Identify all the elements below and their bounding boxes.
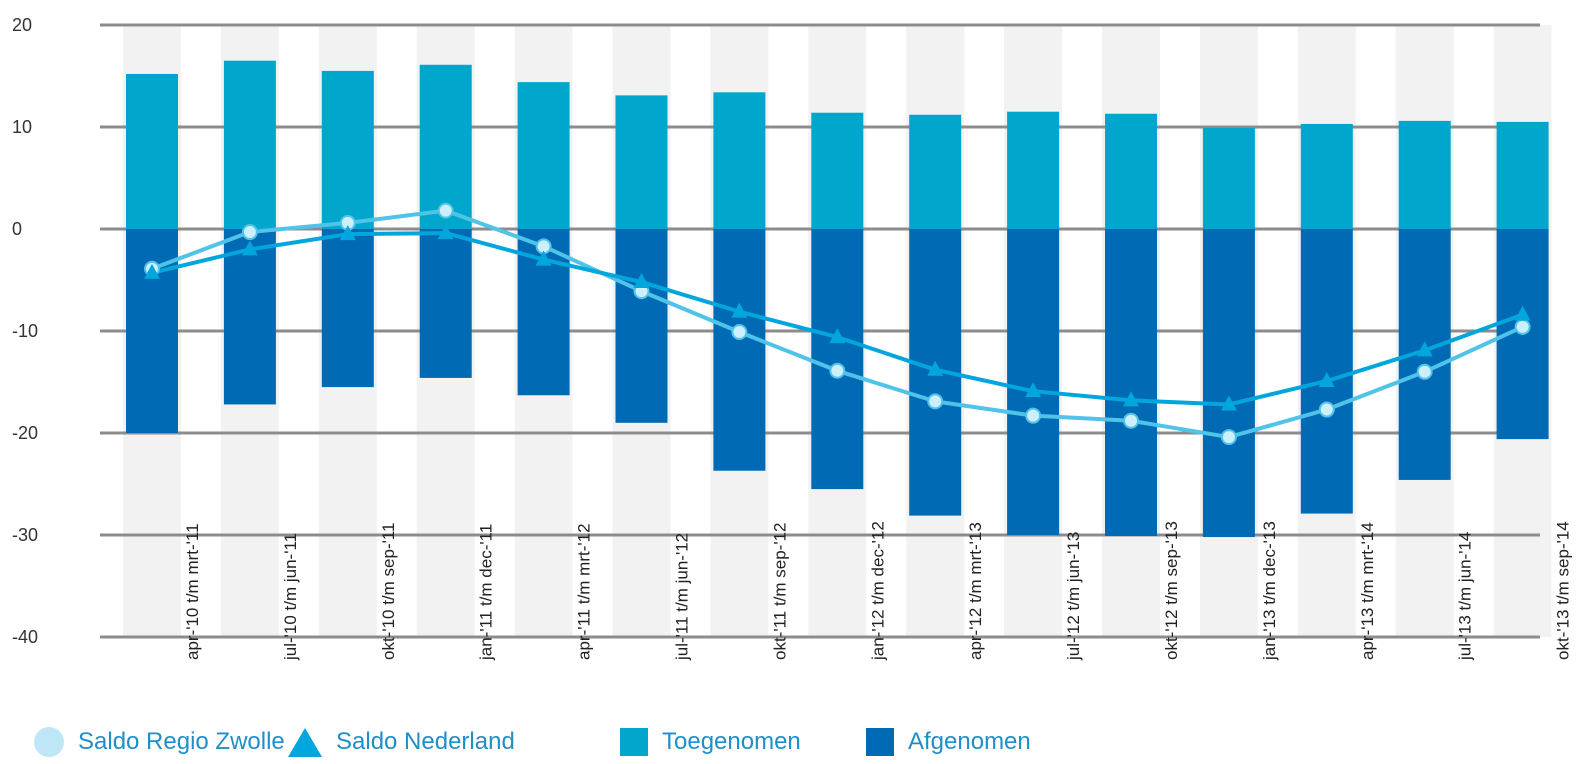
legend-item-toegenomen: Toegenomen (620, 722, 801, 762)
data-point-triangle (927, 360, 944, 376)
legend: Saldo Regio Zwolle Saldo Nederland Toege… (0, 722, 1591, 764)
bar-afgenomen (615, 229, 668, 423)
bar-toegenomen (1300, 123, 1353, 229)
bar-afgenomen (1105, 229, 1157, 537)
bar-toegenomen (1105, 113, 1157, 229)
x-category-label: okt-'10 t/m sep-'11 (379, 522, 398, 660)
bar-toegenomen (517, 82, 570, 230)
bar-afgenomen (223, 229, 276, 405)
bar-toegenomen (321, 70, 374, 230)
data-point-triangle (1025, 382, 1042, 398)
legend-item-saldo-regio-zwolle: Saldo Regio Zwolle (34, 722, 285, 762)
bar-toegenomen (1398, 120, 1451, 229)
x-category-label: jul-'10 t/m jun-'11 (281, 533, 300, 661)
data-point-triangle (1416, 341, 1433, 357)
bar-afgenomen (1202, 229, 1255, 538)
data-point-circle (1318, 401, 1335, 418)
y-tick-label: -40 (12, 627, 38, 647)
bar-afgenomen (811, 229, 864, 490)
data-point-triangle (241, 240, 258, 256)
data-point-triangle (829, 328, 846, 344)
x-category-label: jul-'11 t/m jun-'12 (673, 533, 692, 661)
bar-toegenomen (1202, 128, 1255, 229)
y-tick-label: 20 (12, 15, 32, 35)
bar-afgenomen (126, 229, 178, 433)
data-point-triangle (339, 225, 356, 241)
data-point-triangle (1318, 371, 1335, 387)
x-category-label: jul-'13 t/m jun-'14 (1456, 532, 1475, 661)
y-tick-label: -10 (12, 321, 38, 341)
data-point-triangle (731, 302, 748, 318)
bar-afgenomen (1300, 229, 1353, 514)
data-point-circle (1025, 407, 1042, 424)
data-point-circle (437, 202, 454, 219)
data-point-triangle (144, 263, 160, 279)
legend-item-afgenomen: Afgenomen (866, 722, 1031, 762)
data-point-triangle (1123, 391, 1139, 407)
bar-toegenomen (1007, 111, 1060, 229)
bar-toegenomen (1496, 121, 1549, 229)
x-category-label: apr-'10 t/m mrt-'11 (183, 523, 202, 660)
data-point-triangle (1220, 395, 1237, 411)
legend-item-saldo-nederland: Saldo Nederland (288, 722, 515, 762)
circle-marker-icon (34, 727, 64, 757)
bar-toegenomen (419, 64, 472, 229)
bar-toegenomen (811, 112, 864, 229)
data-point-circle (829, 362, 846, 379)
bars (126, 60, 1549, 538)
data-point-circle (927, 393, 944, 410)
bar-toegenomen (126, 73, 178, 230)
legend-label: Saldo Regio Zwolle (78, 728, 285, 755)
x-category-label: okt-'13 t/m sep-'14 (1554, 521, 1573, 660)
data-point-circle (1416, 363, 1433, 380)
x-category-label: apr-'12 t/m mrt-'13 (966, 522, 985, 660)
x-category-label: apr-'13 t/m mrt-'14 (1358, 522, 1377, 660)
y-tick-label: -20 (12, 423, 38, 443)
data-point-circle (1123, 412, 1139, 429)
y-tick-label: 10 (12, 117, 32, 137)
data-point-triangle (535, 250, 552, 266)
saldo-lines (144, 202, 1531, 446)
x-category-label: okt-'11 t/m sep-'12 (770, 522, 789, 660)
x-axis-category-labels: apr-'10 t/m mrt-'11 jul-'10 t/m jun-'11 ok… (183, 521, 1573, 661)
chart-plot: 20 10 0 -10 -20 -30 -40 apr-'10 t/m mrt-'11 jul… (12, 15, 1573, 661)
legend-label: Afgenomen (908, 728, 1031, 755)
bar-afgenomen (419, 229, 472, 378)
x-category-label: jul-'12 t/m jun-'13 (1064, 532, 1083, 661)
legend-label: Toegenomen (662, 728, 801, 755)
data-point-circle (731, 324, 748, 341)
legend-label: Saldo Nederland (336, 728, 515, 755)
y-tick-label: -30 (12, 525, 38, 545)
x-category-label: jan-'11 t/m dec-'11 (477, 524, 496, 661)
y-tick-label: 0 (12, 219, 22, 239)
square-swatch-icon (620, 728, 648, 756)
data-point-circle (241, 224, 258, 241)
bar-toegenomen (615, 95, 668, 229)
square-swatch-icon (866, 728, 894, 756)
triangle-marker-icon (288, 727, 322, 757)
bar-toegenomen (223, 60, 276, 230)
bar-toegenomen (909, 114, 962, 229)
x-category-label: jan-'13 t/m dec-'13 (1260, 521, 1279, 661)
x-category-label: apr-'11 t/m mrt-'12 (575, 523, 594, 660)
data-point-circle (1514, 318, 1531, 335)
bar-toegenomen (713, 92, 766, 229)
data-point-circle (1220, 429, 1237, 446)
bar-afgenomen (713, 229, 766, 471)
data-point-triangle (1514, 305, 1531, 321)
bar-afgenomen (321, 229, 374, 388)
bar-afgenomen (1007, 229, 1060, 535)
x-category-label: okt-'12 t/m sep-'13 (1162, 521, 1181, 660)
x-category-label: jan-'12 t/m dec-'12 (868, 521, 887, 661)
data-point-triangle (437, 224, 454, 240)
data-point-triangle (633, 273, 650, 289)
y-axis-ticks: 20 10 0 -10 -20 -30 -40 (12, 15, 38, 647)
